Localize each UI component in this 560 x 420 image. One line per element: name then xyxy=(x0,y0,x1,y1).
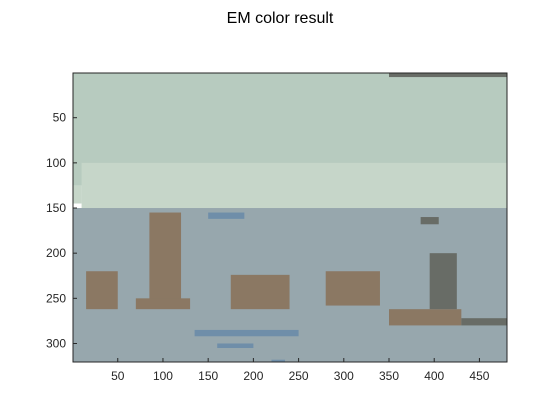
axes-box xyxy=(72,72,508,363)
y-axis: 50 100 150 200 250 300 xyxy=(46,111,77,350)
region-dark-13 xyxy=(461,318,507,326)
region-dark-11 xyxy=(429,253,457,310)
x-tick-label: 150 xyxy=(198,369,218,383)
region-haze-2 xyxy=(81,162,507,209)
region-animal-9 xyxy=(325,271,380,306)
region-dark-4 xyxy=(389,73,507,78)
region-water-14 xyxy=(194,329,299,337)
x-tick-label: 100 xyxy=(153,369,173,383)
x-tick-label: 400 xyxy=(424,369,444,383)
region-water-16 xyxy=(208,212,245,219)
x-tick-label: 350 xyxy=(379,369,399,383)
region-animal-7 xyxy=(135,298,191,310)
image-layer xyxy=(73,73,507,362)
region-haze-1 xyxy=(73,185,82,204)
x-tick-label: 200 xyxy=(243,369,263,383)
region-animal-10 xyxy=(389,309,462,326)
region-animal-8 xyxy=(230,274,290,310)
x-tick-label: 300 xyxy=(334,369,354,383)
region-water-15 xyxy=(217,343,254,349)
x-tick-label: 450 xyxy=(469,369,489,383)
y-tick-label: 100 xyxy=(46,156,66,170)
x-tick-label: 50 xyxy=(111,369,125,383)
region-animal-6 xyxy=(149,212,182,306)
y-tick-label: 200 xyxy=(46,246,66,260)
y-tick-label: 150 xyxy=(46,201,66,215)
region-dark-12 xyxy=(420,217,439,225)
x-axis: 50 100 150 200 250 300 350 400 450 xyxy=(111,358,490,383)
y-tick-label: 250 xyxy=(46,291,66,305)
x-tick-label: 250 xyxy=(289,369,309,383)
y-tick-label: 50 xyxy=(53,111,67,125)
chart-title: EM color result xyxy=(226,10,334,27)
region-water-17 xyxy=(271,359,286,362)
y-tick-label: 300 xyxy=(46,336,66,350)
region-animal-5 xyxy=(86,271,118,310)
